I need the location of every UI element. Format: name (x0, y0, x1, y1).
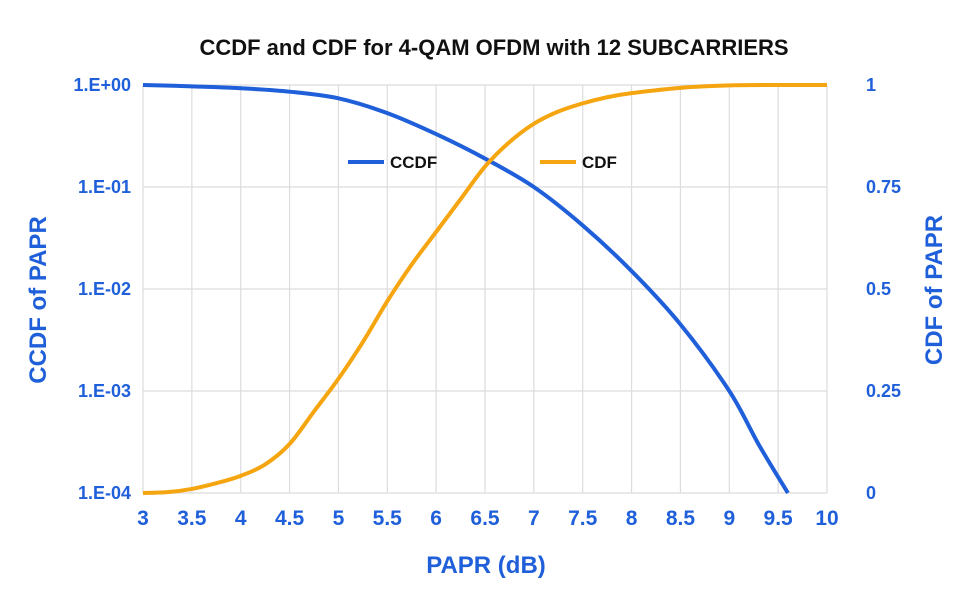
legend-label-ccdf: CCDF (390, 153, 437, 172)
x-tick-label: 6.5 (470, 507, 500, 530)
x-tick-label: 7.5 (568, 507, 598, 530)
legend: CCDF CDF (348, 153, 617, 172)
left-tick-label: 1.E-01 (78, 177, 131, 197)
right-tick-label: 0.25 (866, 381, 901, 401)
right-tick-label: 0 (866, 483, 876, 503)
x-tick-label: 7 (528, 507, 540, 530)
series-line-cdf (142, 82, 828, 495)
x-tick-label: 5 (333, 507, 345, 530)
x-tick-label: 8 (626, 507, 638, 530)
left-tick-label: 1.E+00 (73, 75, 131, 95)
x-axis-ticks: 3 3.5 4 4.5 5 5.5 6 6.5 7 7.5 8 8.5 9 9.5 10 (137, 507, 839, 530)
x-tick-label: 5.5 (373, 507, 403, 530)
left-axis-label: CCDF of PAPR (25, 216, 52, 384)
x-tick-label: 9.5 (764, 507, 794, 530)
x-tick-label: 10 (815, 507, 838, 530)
chart-title: CCDF and CDF for 4-QAM OFDM with 12 SUBC… (199, 35, 788, 60)
x-tick-label: 6 (430, 507, 442, 530)
left-tick-label: 1.E-02 (78, 279, 131, 299)
left-axis-ticks: 1.E+00 1.E-01 1.E-02 1.E-03 1.E-04 (73, 75, 131, 503)
x-tick-label: 3.5 (177, 507, 207, 530)
legend-label-cdf: CDF (582, 153, 617, 172)
x-tick-label: 3 (137, 507, 149, 530)
x-tick-label: 8.5 (666, 507, 696, 530)
x-tick-label: 4.5 (275, 507, 305, 530)
x-tick-label: 9 (723, 507, 735, 530)
x-axis-label: PAPR (dB) (426, 552, 546, 579)
right-tick-label: 0.5 (866, 279, 891, 299)
right-axis-label: CDF of PAPR (921, 215, 948, 365)
series-lines (142, 82, 828, 495)
left-tick-label: 1.E-04 (78, 483, 131, 503)
left-tick-label: 1.E-03 (78, 381, 131, 401)
right-tick-label: 0.75 (866, 177, 901, 197)
x-tick-label: 4 (235, 507, 247, 530)
right-tick-label: 1 (866, 75, 876, 95)
grid (142, 84, 828, 494)
right-axis-ticks: 1 0.75 0.5 0.25 0 (866, 75, 901, 503)
